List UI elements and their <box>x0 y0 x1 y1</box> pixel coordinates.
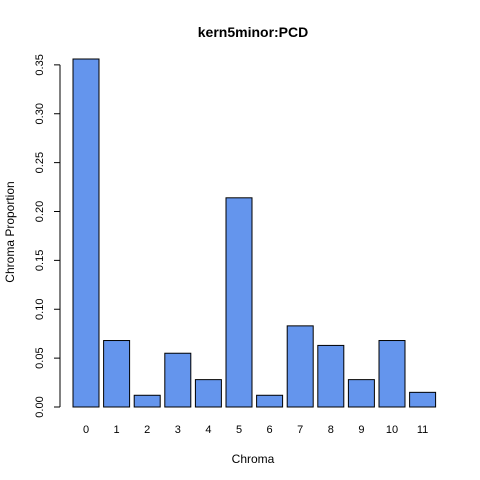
x-tick-label: 1 <box>114 424 120 436</box>
bar-3 <box>164 352 192 408</box>
bars <box>72 58 437 408</box>
x-tick-label: 7 <box>297 424 303 436</box>
bar-2 <box>133 394 161 408</box>
x-tick-label: 5 <box>236 424 242 436</box>
y-tick-label: 0.20 <box>34 201 46 222</box>
x-tick-label: 9 <box>358 424 364 436</box>
x-axis-label: Chroma <box>232 452 275 466</box>
x-tick-label: 6 <box>267 424 273 436</box>
y-axis-label: Chroma Proportion <box>3 181 17 282</box>
y-tick-label: 0.25 <box>34 152 46 173</box>
x-tick-label: 10 <box>386 424 398 436</box>
bar-9 <box>347 379 375 408</box>
bar-4 <box>194 379 222 408</box>
x-tick-label: 11 <box>417 424 428 436</box>
bar-0 <box>72 58 100 408</box>
x-axis-ticks: 0 1 2 3 4 5 6 7 8 9 10 11 <box>83 424 428 436</box>
y-tick-label: 0.35 <box>34 54 46 75</box>
y-tick-label: 0.10 <box>34 299 46 320</box>
y-tick-label: 0.05 <box>34 347 46 368</box>
x-tick-label: 8 <box>328 424 334 436</box>
x-tick-label: 0 <box>83 424 89 436</box>
bar-8 <box>317 344 345 408</box>
chart-title: kern5minor:PCD <box>198 24 308 40</box>
bar-10 <box>378 340 406 408</box>
bar-6 <box>256 394 284 408</box>
y-tick-label: 0.15 <box>34 250 46 271</box>
y-tick-label: 0.30 <box>34 103 46 124</box>
bar-7 <box>286 325 314 408</box>
x-tick-label: 4 <box>205 424 211 436</box>
x-tick-label: 3 <box>175 424 181 436</box>
bar-5 <box>225 197 253 408</box>
y-tick-label: 0.00 <box>34 396 46 417</box>
bar-11 <box>409 391 437 408</box>
bar-1 <box>103 340 131 408</box>
y-axis: 0.00 0.05 0.10 0.15 0.20 0.25 0.30 0.35 <box>34 54 61 418</box>
x-tick-label: 2 <box>144 424 150 436</box>
